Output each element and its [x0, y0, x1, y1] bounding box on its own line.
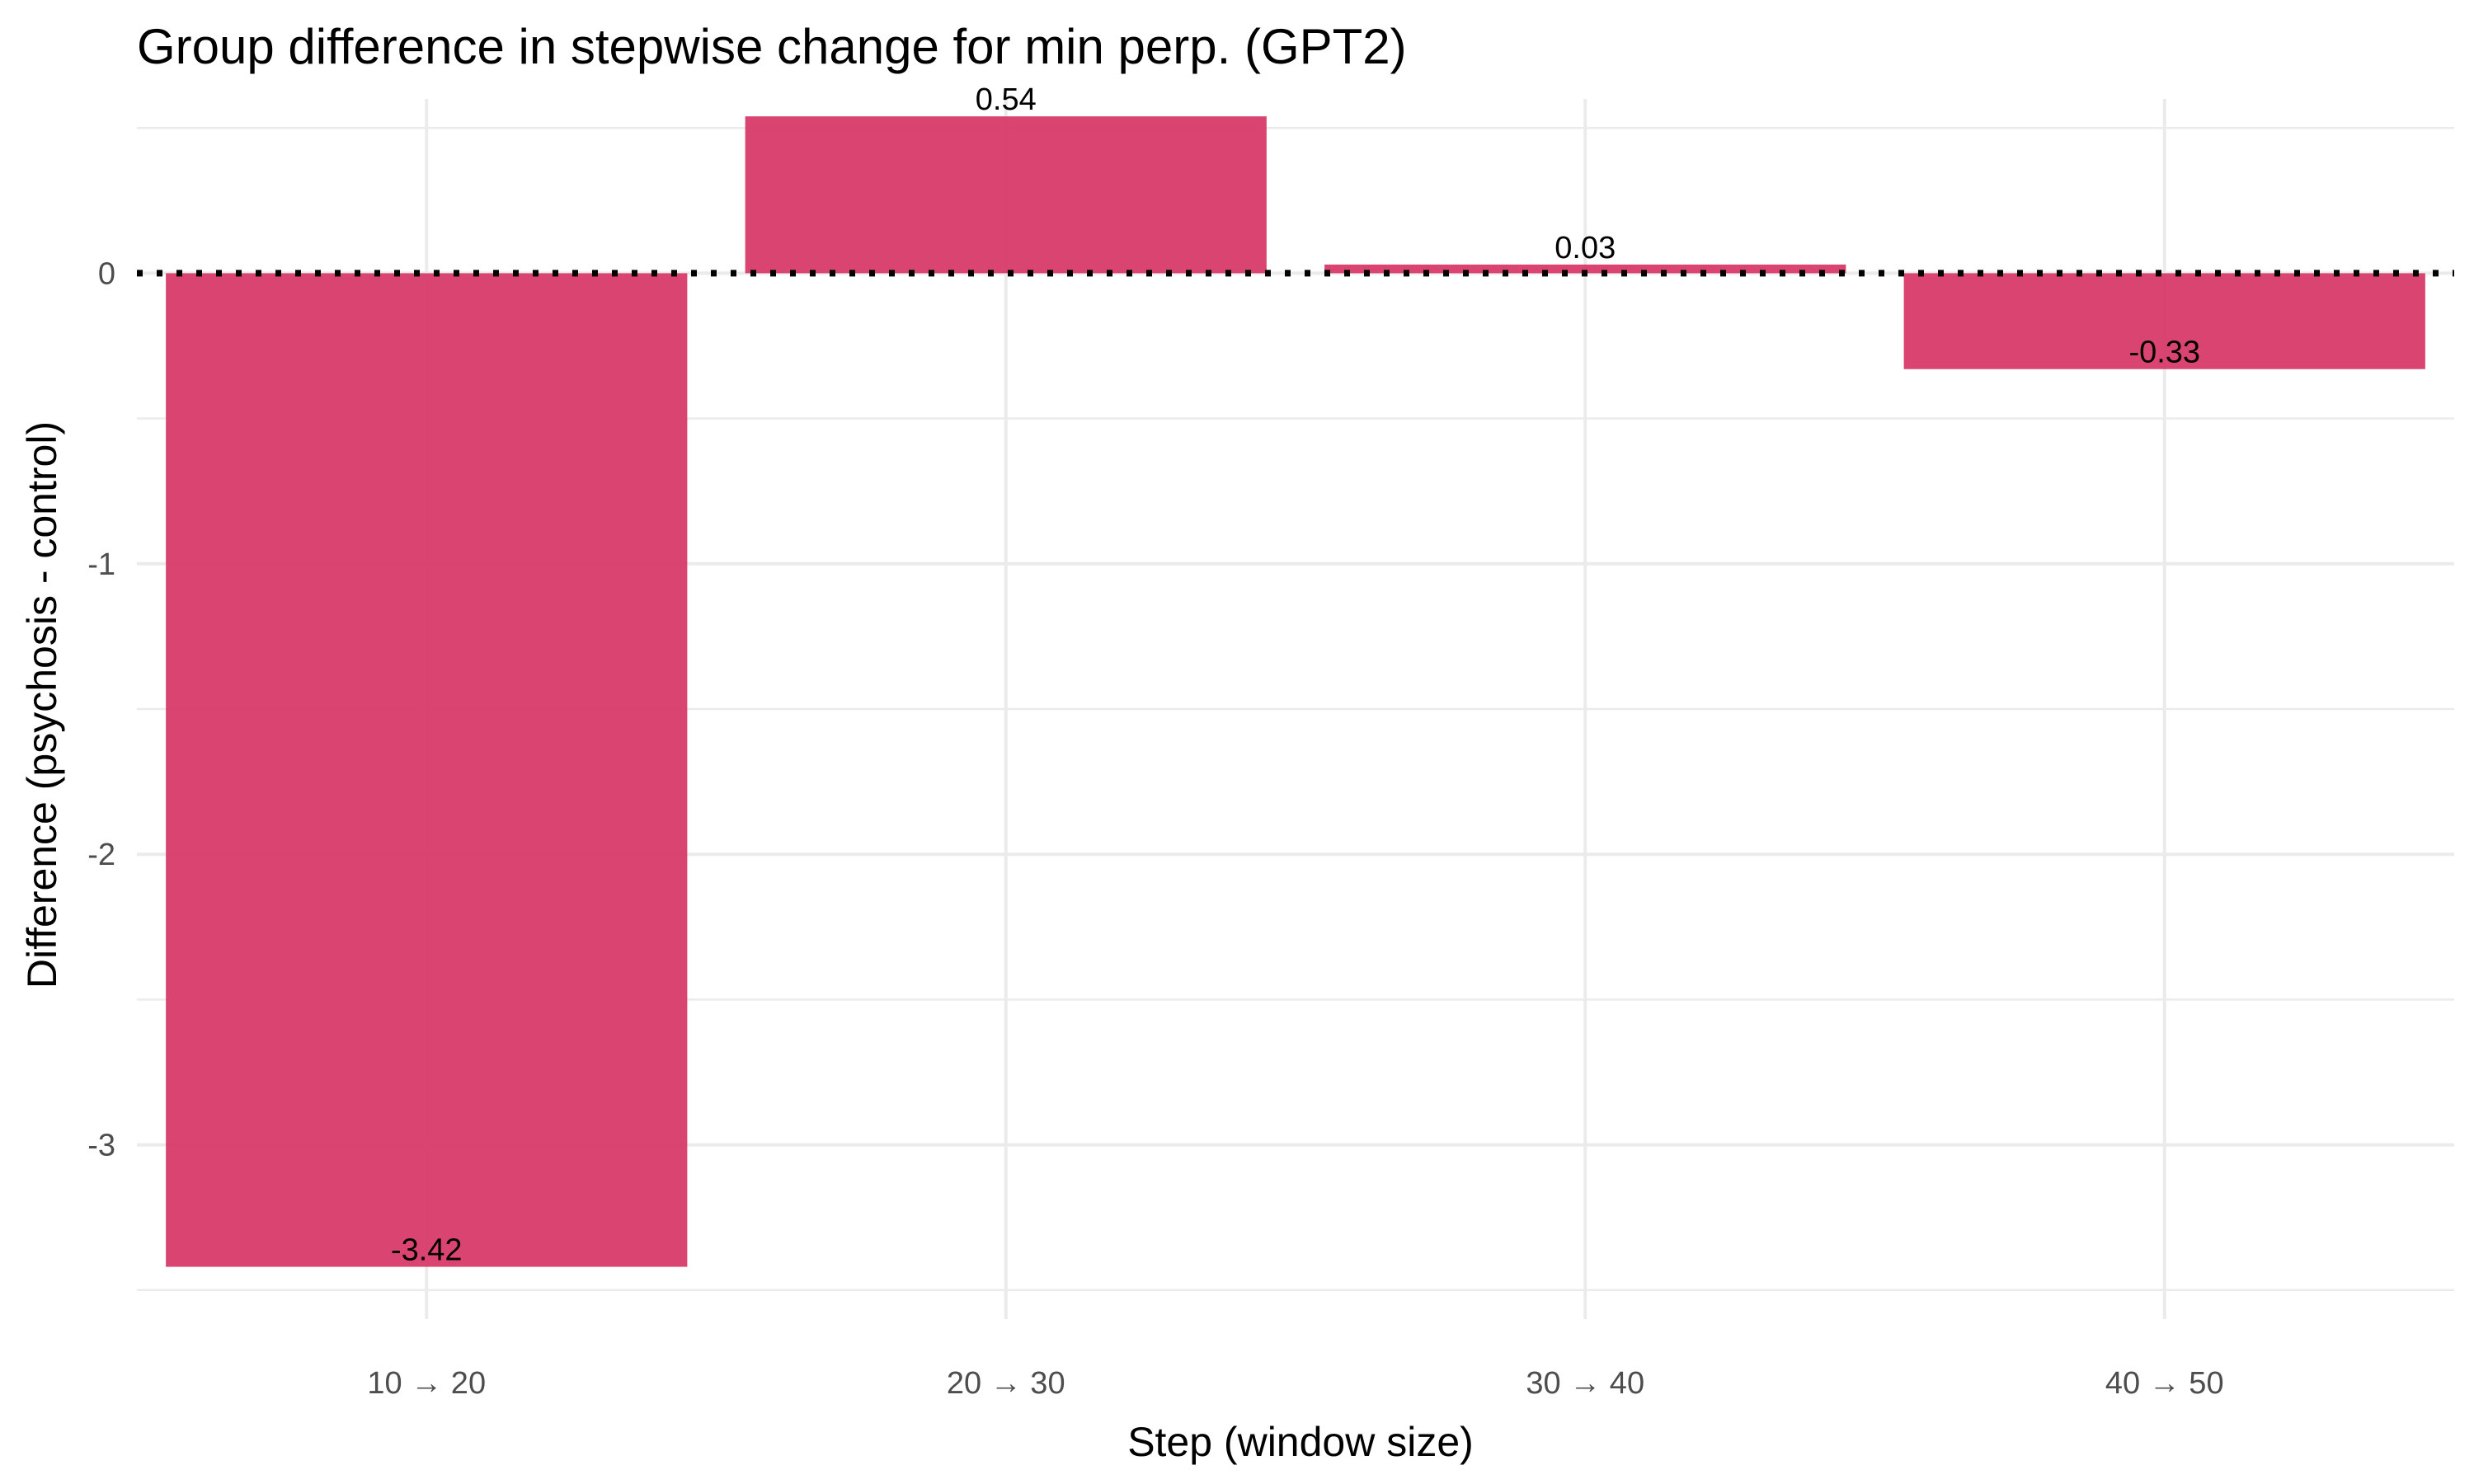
data-label-4: -0.33 [2128, 336, 2200, 370]
data-labels: -3.42 0.54 0.03 -0.33 [391, 82, 2200, 1267]
x-tick-label: 30 → 40 [1526, 1366, 1644, 1401]
y-tick-label: -2 [87, 838, 115, 872]
x-tick-label: 20 → 30 [947, 1366, 1065, 1401]
x-tick-label: 10 → 20 [367, 1366, 486, 1401]
data-label-3: 0.03 [1554, 231, 1616, 265]
y-tick-label: 0 [98, 256, 115, 291]
data-label-2: 0.54 [976, 82, 1037, 117]
bars [166, 116, 2425, 1267]
x-tick-labels: 10 → 20 20 → 30 30 → 40 40 → 50 [367, 1366, 2223, 1401]
y-tick-label: -1 [87, 547, 115, 582]
chart-title: Group difference in stepwise change for … [137, 19, 1407, 74]
bar-2 [745, 116, 1267, 274]
x-axis-title: Step (window size) [1127, 1419, 1474, 1465]
y-tick-label: -3 [87, 1129, 115, 1163]
y-axis-title: Difference (psychosis - control) [19, 421, 65, 989]
bar-3 [1324, 264, 1846, 274]
y-tick-labels: -3 -2 -1 0 [87, 256, 115, 1162]
bar-4 [1903, 273, 2425, 369]
x-tick-label: 40 → 50 [2105, 1366, 2224, 1401]
bar-1 [166, 273, 688, 1267]
data-label-1: -3.42 [391, 1233, 463, 1268]
